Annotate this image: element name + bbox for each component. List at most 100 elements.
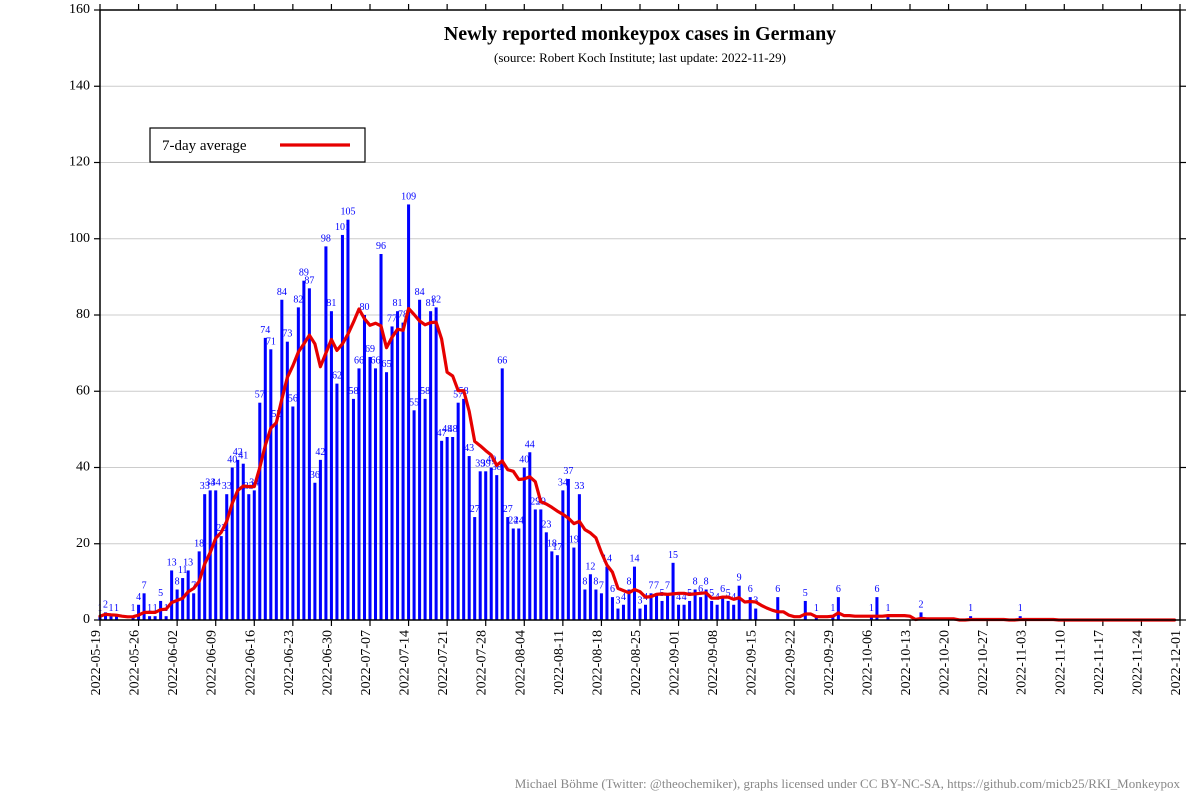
bar [727,601,730,620]
x-tick-label: 2022-11-17 [1092,630,1107,695]
x-tick-label: 2022-09-15 [745,630,760,695]
bar-label: 43 [464,443,474,454]
bar [776,597,779,620]
chart-container: 0204060801001201401602022-05-192022-05-2… [0,0,1200,800]
bar-label: 8 [582,577,587,588]
bar [479,471,482,620]
bar-label: 8 [175,577,180,588]
bar [462,399,465,620]
y-tick-label: 40 [76,460,90,475]
bar-label: 40 [519,455,529,466]
bar [220,536,223,620]
x-tick-label: 2022-10-20 [938,630,953,695]
x-tick-label: 2022-10-27 [976,630,991,695]
bar [374,368,377,620]
y-tick-label: 100 [69,231,90,246]
bar [677,605,680,620]
bar [804,601,807,620]
x-tick-label: 2022-08-04 [513,630,528,695]
bar [710,601,713,620]
bar [231,468,234,621]
y-tick-label: 80 [76,307,90,322]
bar-label: 4 [621,592,626,603]
bar [633,567,636,620]
x-tick-label: 2022-07-28 [475,630,490,695]
bar [616,609,619,620]
bar-label: 96 [376,241,386,252]
x-tick-label: 2022-08-11 [552,630,567,695]
bar [506,517,509,620]
bar [605,567,608,620]
chart-footer: Michael Böhme (Twitter: @theochemiker), … [515,776,1181,791]
bar [302,281,305,620]
bar-label: 7 [142,580,147,591]
bar-label: 33 [574,481,584,492]
bar-label: 14 [629,554,639,565]
bar-label: 7 [654,580,659,591]
bar [214,490,217,620]
x-tick-label: 2022-10-13 [899,630,914,695]
bar [600,593,603,620]
bar-label: 23 [541,519,551,530]
bar-label: 6 [748,584,753,595]
bar [413,410,416,620]
bar-label: 73 [282,329,292,340]
bar [837,597,840,620]
bar [622,605,625,620]
bar [291,407,294,621]
bar-label: 1 [814,603,819,614]
bar-label: 6 [720,584,725,595]
bar [661,601,664,620]
x-tick-label: 2022-07-21 [436,630,451,695]
bar [638,609,641,620]
bar [490,468,493,621]
bar [446,437,449,620]
bar [567,479,570,620]
bar-label: 34 [211,477,221,488]
bar [699,597,702,620]
x-tick-label: 2022-10-06 [860,630,875,695]
bar-label: 34 [558,477,568,488]
bar-label: 8 [626,577,631,588]
bar [368,357,371,620]
bar-label: 33 [222,481,232,492]
bar-label: 1 [968,603,973,614]
x-tick-label: 2022-05-26 [128,630,143,695]
bar-label: 56 [288,394,298,405]
bar [396,311,399,620]
bar [143,593,146,620]
bar [644,605,647,620]
bar-label: 7 [599,580,604,591]
bar [264,338,267,620]
bar [578,494,581,620]
bar-label: 12 [585,561,595,572]
bar-label: 66 [371,355,381,366]
bar-label: 6 [775,584,780,595]
bar-label: 24 [514,516,524,527]
bar-label: 1 [114,603,119,614]
bar [275,422,278,620]
bar-label: 27 [503,504,513,515]
bar-label: 5 [803,588,808,599]
bar-label: 74 [260,325,270,336]
x-tick-label: 2022-08-25 [629,630,644,695]
bar [192,593,195,620]
bar-label: 1 [885,603,890,614]
bar [672,563,675,620]
bar [352,399,355,620]
x-tick-label: 2022-09-08 [706,630,721,695]
bar-label: 13 [183,557,193,568]
bar [440,441,443,620]
bar [402,323,405,620]
bar-label: 82 [431,294,441,305]
bar [512,529,515,621]
bar-label: 1 [1018,603,1023,614]
bar-label: 18 [194,538,204,549]
x-tick-label: 2022-07-14 [398,630,413,695]
bar [198,551,201,620]
bar-label: 77 [387,313,397,324]
bar [258,403,261,620]
bar-label: 7 [649,580,654,591]
x-tick-label: 2022-11-10 [1053,630,1068,695]
bar [732,605,735,620]
